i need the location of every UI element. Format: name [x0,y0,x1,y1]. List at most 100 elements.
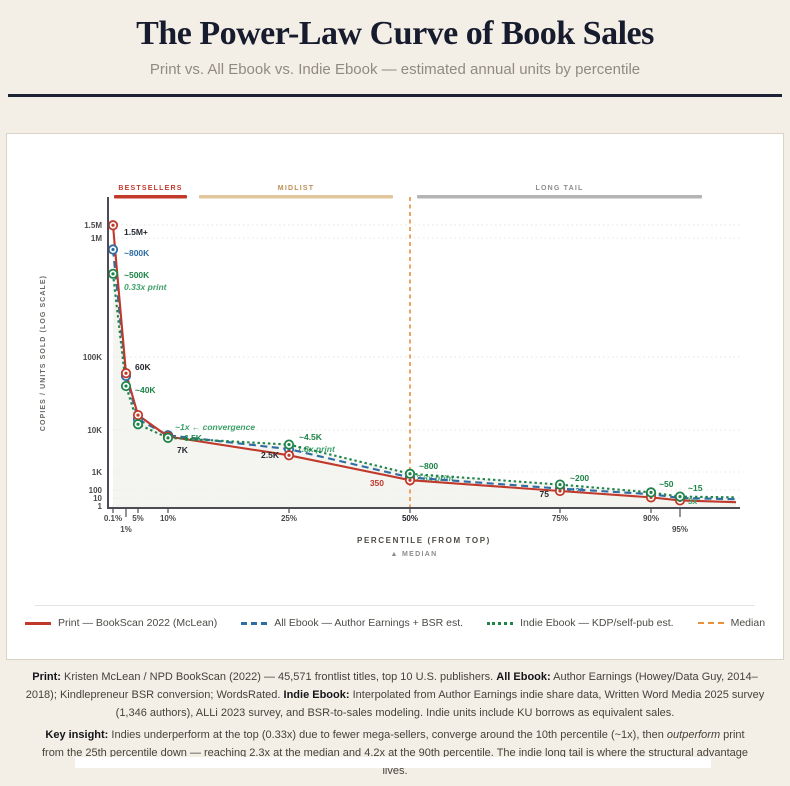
annotation: ~500K [124,270,150,280]
annotation: 350 [370,478,384,488]
x-axis-title: PERCENTILE (FROM TOP) [357,536,491,545]
data-point-core [124,371,128,375]
legend-item-2: Indie Ebook — KDP/self-pub est. [487,617,674,629]
legend-item-1: All Ebook — Author Earnings + BSR est. [241,617,463,629]
segment-label-0: BESTSELLERS [118,185,182,192]
data-point-core [136,422,140,426]
x-tick-label: 0.1% [104,514,122,523]
annotation: ~40K [135,385,156,395]
page-title: The Power-Law Curve of Book Sales [136,15,654,52]
footer: Print: Kristen McLean / NPD BookScan (20… [0,669,790,786]
series-line-2 [111,273,737,499]
x-tick-label: 10% [160,514,176,523]
data-point-core [287,442,291,447]
data-point-core [111,223,115,227]
legend-label: All Ebook — Author Earnings + BSR est. [274,617,464,629]
power-law-chart: 1.8x print 2.3x print ~120 BESTSELLERS MIDLI… [40,185,740,558]
y-tick-label: 1 [98,502,103,511]
data-point-core [678,494,682,499]
y-tick-label: 1M [91,234,102,243]
data-point-core [166,436,170,440]
y-tick-label: 1.5M [84,221,102,230]
legend-item-0: Print — BookScan 2022 (McLean) [24,617,218,629]
x-tick-label: 5% [132,514,144,523]
annotation: ~800 [419,461,438,471]
key-insight-text-1: Indies underperform at the top (0.33x) d… [108,729,667,742]
data-point-core [111,272,115,276]
segment-bar-1 [199,195,393,199]
annotation: ~15 [688,483,703,493]
segment-bar-0 [114,195,187,199]
legend-label: Print — BookScan 2022 (McLean) [57,617,218,629]
legend-divider [35,605,755,606]
legend-swatch-dashed-icon [241,621,268,625]
annotation: 1.5M+ [124,227,148,237]
source-indie-text: Interpolated from Author Earnings indie … [115,688,765,719]
annotation: 1.8x print [297,444,336,454]
y-tick-label: 10K [87,426,102,435]
annotation: 0.33x print [124,282,168,292]
y-axis-title: COPIES / UNITS SOLD (LOG SCALE) [40,275,47,431]
annotation: ~120 [567,486,584,495]
legend-item-3: Median [697,617,766,629]
annotation: ~1x ← convergence [175,422,255,432]
y-tick-label: 10 [93,494,102,503]
data-point-core [649,490,653,495]
annotation: ~200 [570,473,589,483]
header: The Power-Law Curve of Book Sales Print … [0,0,790,97]
source-print-label: Print: [32,671,61,683]
segment-label-2: LONG TAIL [536,185,584,192]
y-tick-label: 100K [83,353,102,362]
data-point-core [287,453,291,457]
key-insight-italic: outperform [666,729,721,742]
legend-swatch-dashed-icon [697,622,724,624]
annotation: ~4.5K [299,432,323,442]
legend-label: Median [730,617,766,629]
data-point-core [124,384,128,388]
x-tick-label: 75% [552,514,568,523]
annotation: 60K [135,362,151,372]
data-point-core [136,413,140,417]
title-divider [8,94,782,97]
data-point-core [111,247,115,252]
x-tick-label: 1% [120,525,132,534]
source-indie-label: Indie Ebook: [283,688,350,701]
annotation: ~6.5K [179,433,203,443]
annotation: 3x [688,496,699,506]
legend-swatch-solid-icon [24,621,51,625]
legend-swatch-dotted-icon [487,621,514,625]
segment-label-1: MIDLIST [278,185,314,192]
annotation: 2.3x print [415,473,455,483]
data-point-core [558,482,562,487]
data-point-core [408,478,412,482]
page-subtitle: Print vs. All Ebook vs. Indie Ebook — es… [149,61,641,78]
series-line-0 [111,225,737,504]
source-ebook-label: All Ebook: [496,671,551,683]
x-tick-label: 90% [643,514,659,523]
x-tick-label: 95% [672,525,688,534]
segment-bar-2 [417,195,702,199]
annotation: 75 [540,489,550,499]
annotation: ~50 [659,479,674,489]
annotation: 7K [177,445,189,455]
x-tick-label: 25% [281,514,297,523]
source-notes: Print: Kristen McLean / NPD BookScan (20… [17,669,773,722]
bottom-page-edge [75,757,711,768]
annotation: ~800K [124,248,150,258]
x-tick-label: 50% [402,514,418,523]
key-insight-label: Key insight: [45,729,109,742]
key-insight: Key insight: Indies underperform at the … [41,727,749,780]
data-point-core [558,489,562,493]
source-print-text: Kristen McLean / NPD BookScan (2022) — 4… [60,671,497,683]
median-marker-label: ▲ MEDIAN [391,551,438,558]
area-fill [113,225,736,508]
y-tick-label: 1K [92,468,102,477]
chart-legend: Print — BookScan 2022 (McLean) All Ebook … [7,617,783,629]
chart-card: 1.8x print 2.3x print ~120 BESTSELLERS MIDLI… [6,133,784,660]
y-tick-label: 100 [89,486,103,495]
annotation: 2.5K [261,450,280,460]
data-point-core [408,472,412,476]
legend-label: Indie Ebook — KDP/self-pub est. [520,617,674,629]
source-ebook-text: Author Earnings (Howey/Data Guy, 2014–20… [25,671,758,701]
